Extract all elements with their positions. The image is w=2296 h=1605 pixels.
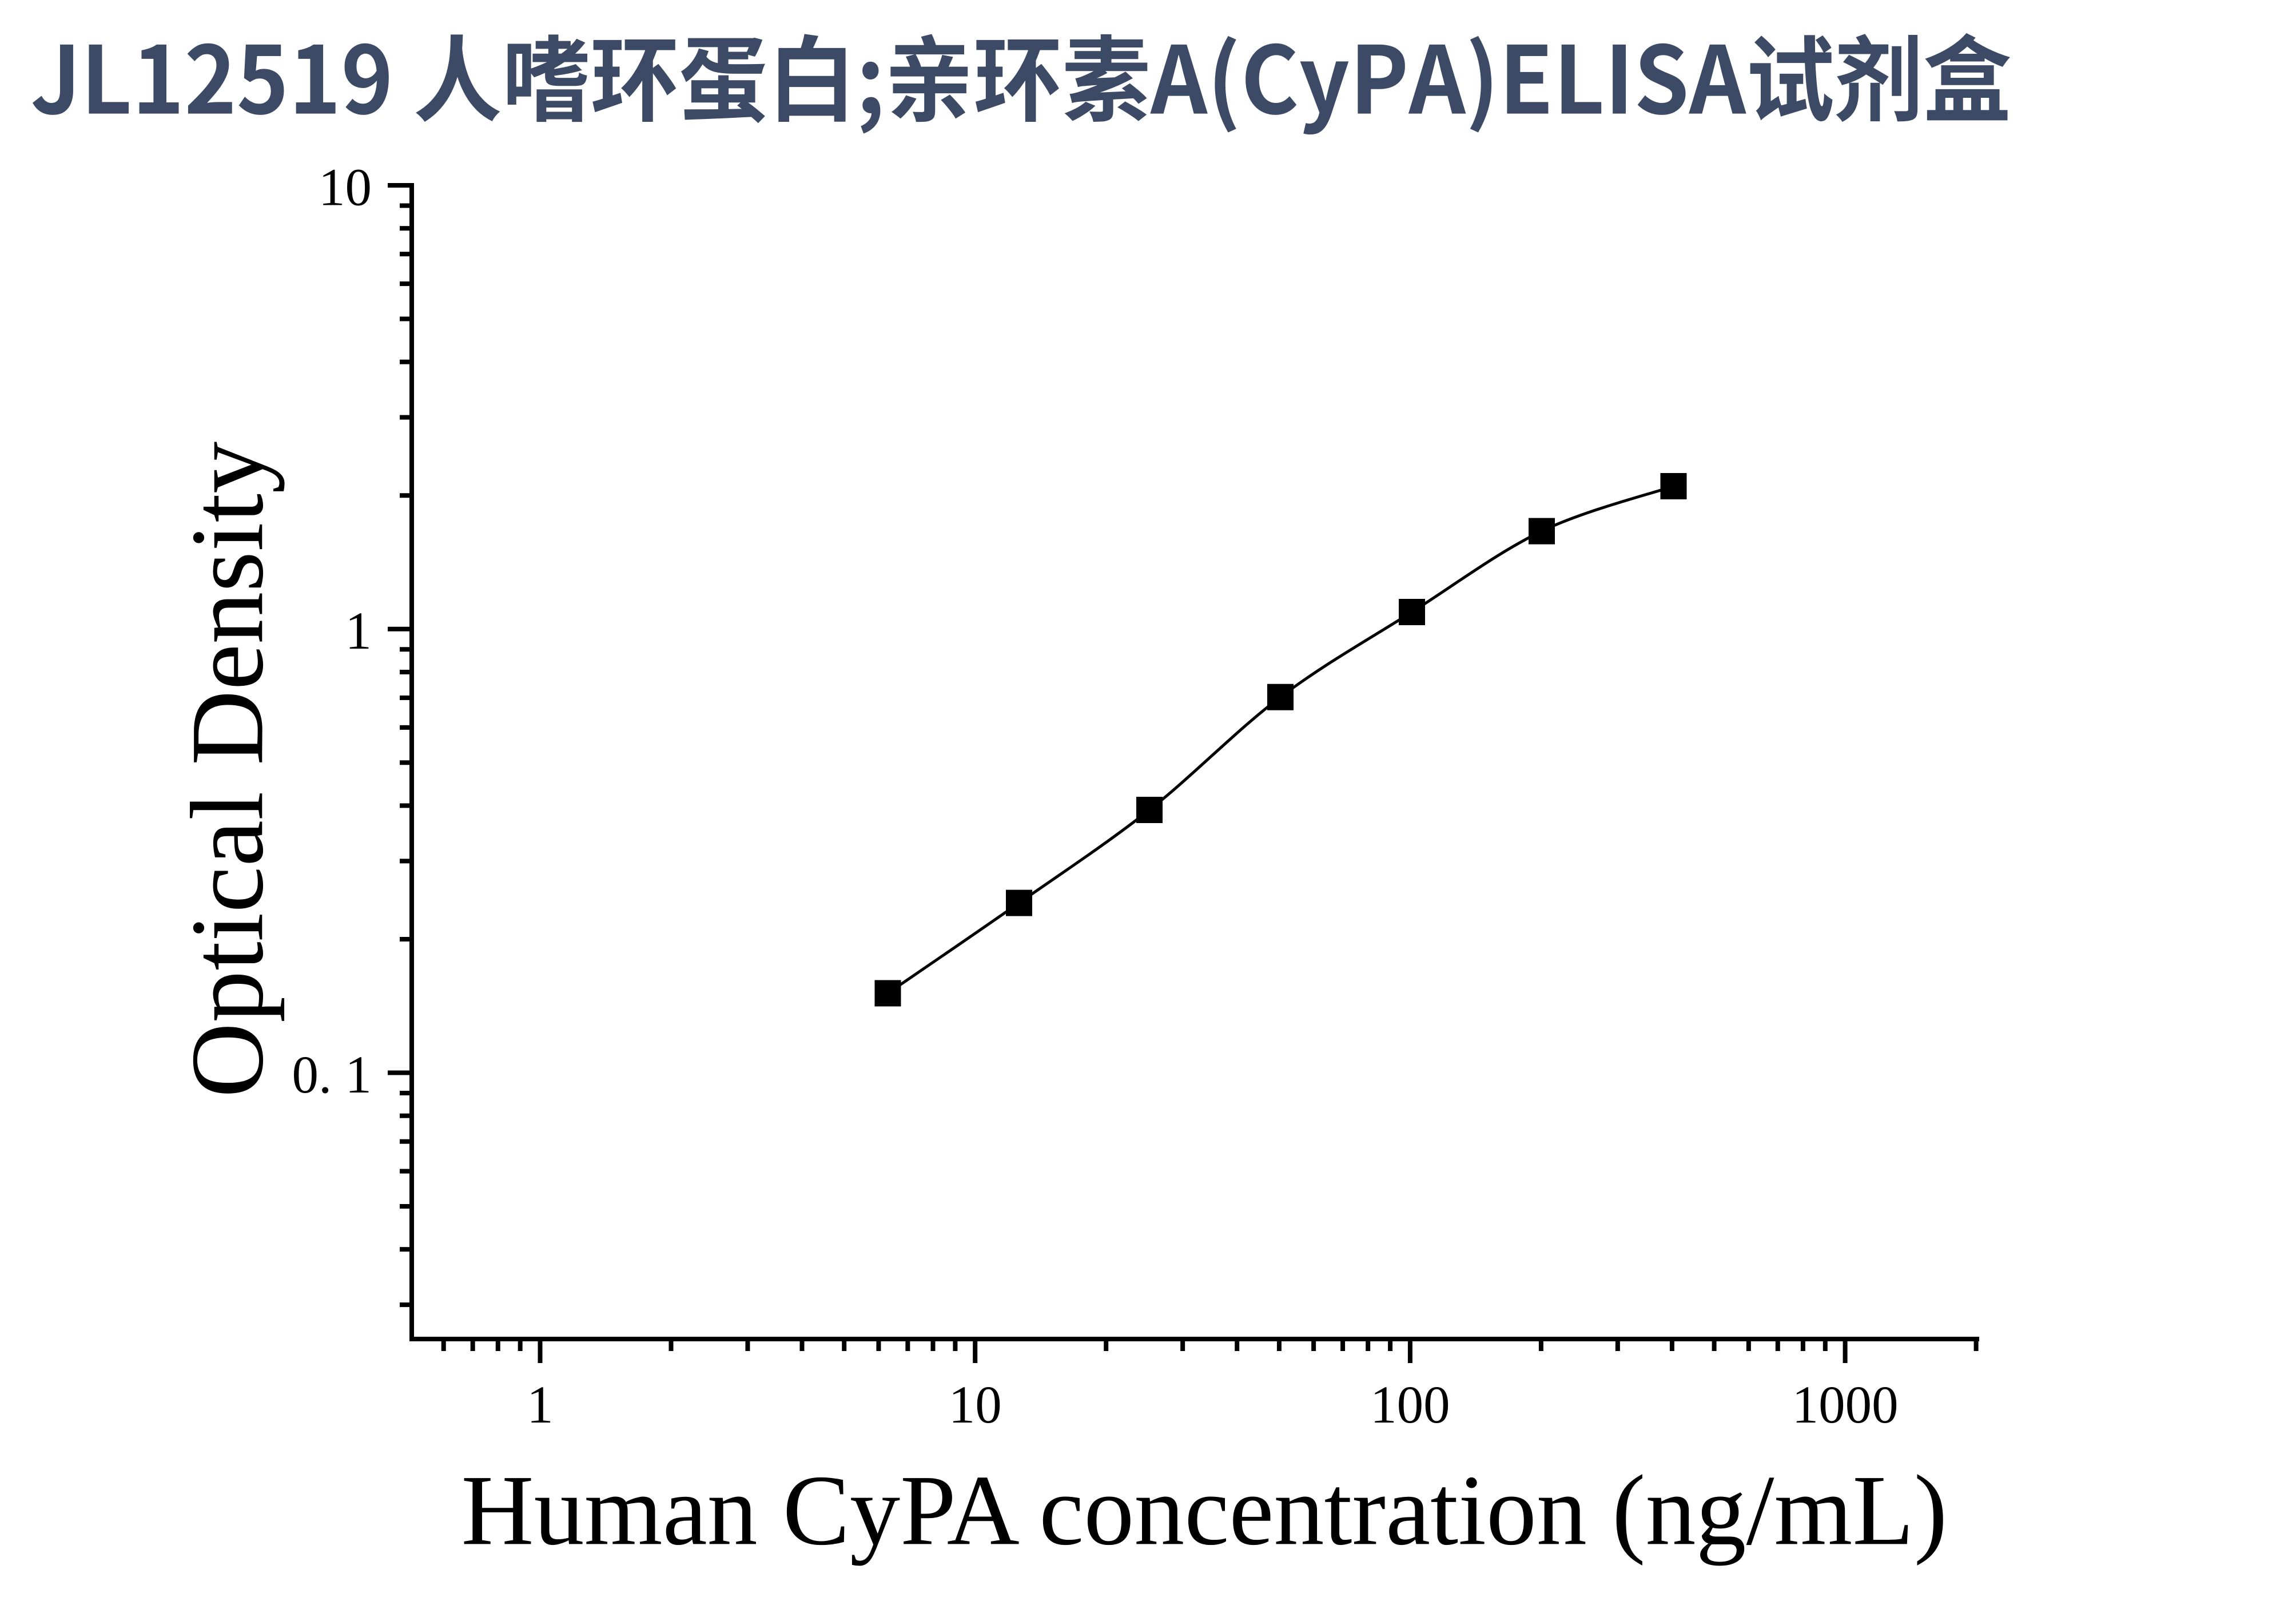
svg-text:Optical Density: Optical Density [170,442,285,1098]
svg-text:1: 1 [345,602,372,661]
svg-text:0. 1: 0. 1 [292,1046,372,1105]
svg-text:Human CyPA concentration (ng/m: Human CyPA concentration (ng/mL) [461,1455,1948,1566]
svg-text:10: 10 [319,158,372,217]
svg-text:1: 1 [527,1376,554,1435]
svg-text:1000: 1000 [1792,1376,1899,1435]
svg-text:100: 100 [1370,1376,1450,1435]
svg-text:10: 10 [949,1376,1002,1435]
